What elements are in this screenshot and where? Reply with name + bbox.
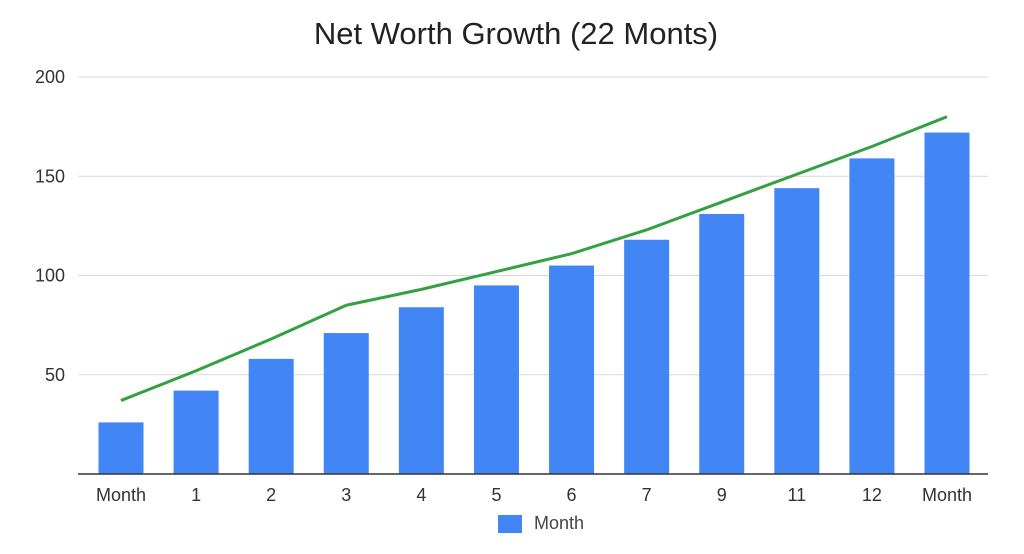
legend: Month: [498, 513, 584, 533]
x-tick-label: 6: [567, 485, 577, 505]
legend-label: Month: [534, 513, 584, 533]
bar: [323, 333, 369, 474]
y-tick-label: 150: [35, 166, 65, 186]
bar: [398, 307, 444, 474]
grid-lines: [78, 76, 988, 376]
y-tick-label: 200: [35, 67, 65, 87]
x-axis-ticks: Month 1 2 3 4 5 6 7 9 11 12 Month: [96, 485, 972, 505]
bar: [849, 158, 895, 474]
trend-line: [120, 115, 948, 402]
bar: [549, 265, 595, 474]
x-tick-label: Month: [922, 485, 972, 505]
bar: [699, 213, 745, 474]
bar: [173, 390, 219, 474]
x-tick-label: 12: [862, 485, 882, 505]
x-tick-label: 1: [191, 485, 201, 505]
bar: [624, 239, 670, 474]
x-tick-label: 2: [266, 485, 276, 505]
x-tick-label: 7: [642, 485, 652, 505]
y-tick-label: 100: [35, 266, 65, 286]
x-tick-label: 11: [787, 485, 806, 505]
bar: [774, 188, 820, 474]
y-tick-label: 50: [45, 365, 65, 385]
x-tick-label: 4: [416, 485, 426, 505]
x-tick-label: 9: [717, 485, 727, 505]
bar: [98, 422, 144, 474]
y-axis-ticks: 50 100 150 200: [35, 67, 65, 385]
chart-title: Net Worth Growth (22 Monts): [314, 16, 718, 51]
bar: [248, 358, 294, 474]
legend-swatch: [498, 515, 522, 533]
bar: [924, 132, 970, 474]
x-tick-label: 5: [491, 485, 501, 505]
x-tick-label: 3: [341, 485, 351, 505]
bar: [473, 285, 519, 474]
bar-series: [98, 132, 970, 474]
line-series: [120, 115, 948, 402]
x-tick-label: Month: [96, 485, 146, 505]
